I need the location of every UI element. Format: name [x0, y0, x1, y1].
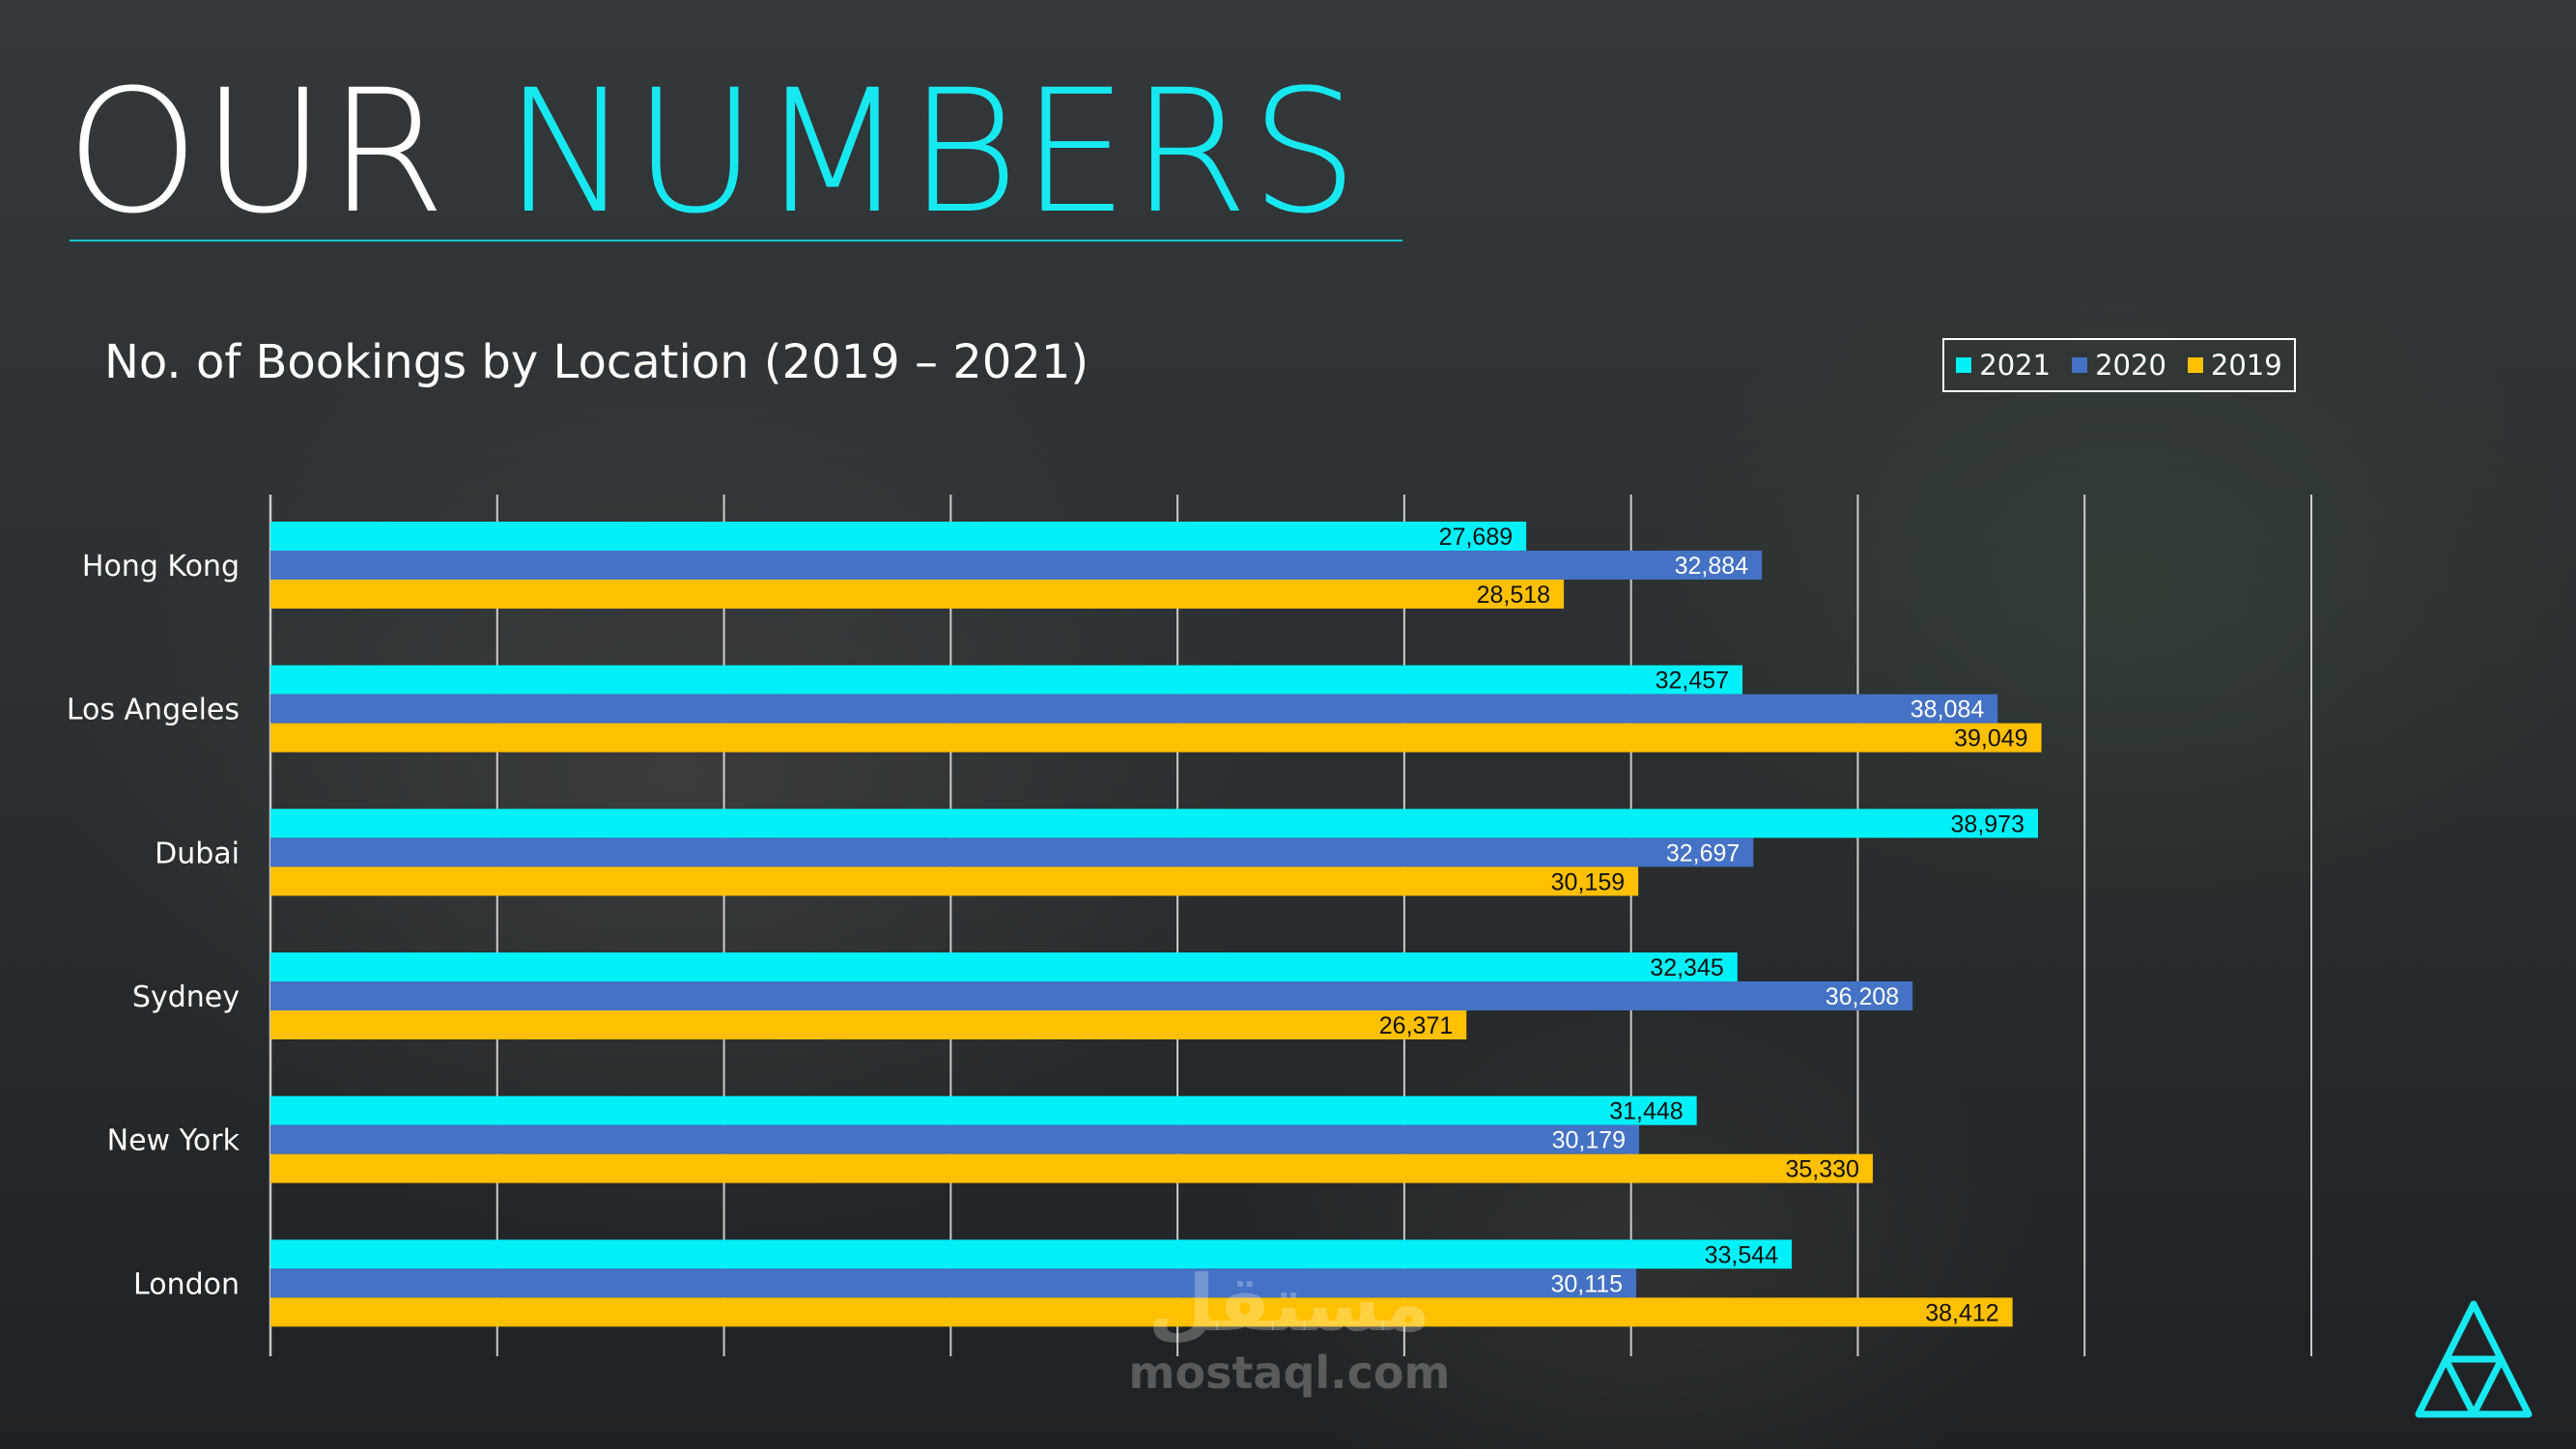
watermark: مستقل mostaql.com	[1125, 1259, 1454, 1400]
legend-swatch-2020	[2072, 357, 2088, 373]
data-label-london-2021: 33,544	[1705, 1241, 1779, 1268]
data-label-new-york-2019: 35,330	[1785, 1156, 1858, 1183]
bar-los-angeles-2020	[270, 694, 1998, 724]
legend-label-2020: 2020	[2095, 349, 2166, 382]
bar-sydney-2021	[270, 952, 1738, 981]
bar-sydney-2019	[270, 1010, 1467, 1039]
legend-swatch-2021	[1956, 357, 1972, 373]
category-label-dubai: Dubai	[155, 837, 240, 870]
legend-item-2019: 2019	[2187, 349, 2282, 382]
data-label-new-york-2020: 30,179	[1552, 1127, 1626, 1154]
legend-label-2019: 2019	[2210, 349, 2282, 382]
data-label-london-2020: 30,115	[1550, 1270, 1623, 1297]
data-label-london-2019: 38,412	[1925, 1299, 1998, 1326]
triangle-logo-icon	[2415, 1300, 2533, 1418]
data-label-los-angeles-2019: 39,049	[1954, 725, 2027, 753]
bar-los-angeles-2021	[270, 665, 1743, 695]
bar-london-2020	[270, 1268, 1637, 1298]
category-label-los-angeles: Los Angeles	[67, 694, 240, 727]
data-label-los-angeles-2021: 32,457	[1656, 668, 1729, 695]
data-label-sydney-2020: 36,208	[1826, 983, 1899, 1010]
bar-hong-kong-2021	[270, 522, 1527, 551]
bar-dubai-2021	[270, 809, 2038, 838]
page-title: OUR NUMBERS	[66, 68, 1360, 238]
legend-item-2021: 2021	[1956, 349, 2051, 382]
category-label-hong-kong: Hong Kong	[82, 550, 240, 583]
title-part-our: OUR	[66, 53, 448, 251]
bar-hong-kong-2020	[270, 551, 1763, 580]
bar-london-2021	[270, 1239, 1793, 1269]
bar-london-2019	[270, 1297, 2013, 1327]
data-label-sydney-2019: 26,371	[1379, 1012, 1453, 1039]
bar-sydney-2020	[270, 981, 1913, 1010]
chart-legend: 2021 2020 2019	[1942, 338, 2296, 392]
bar-new-york-2021	[270, 1095, 1697, 1125]
data-label-sydney-2021: 32,345	[1650, 954, 1723, 981]
data-label-hong-kong-2021: 27,689	[1439, 524, 1513, 551]
title-part-numbers: NUMBERS	[503, 53, 1361, 251]
bar-new-york-2019	[270, 1153, 1873, 1183]
bar-hong-kong-2019	[270, 580, 1565, 609]
legend-item-2020: 2020	[2072, 349, 2166, 382]
legend-label-2021: 2021	[1979, 349, 2052, 382]
bar-dubai-2020	[270, 838, 1754, 867]
data-label-los-angeles-2020: 38,084	[1911, 696, 1985, 724]
data-label-dubai-2021: 38,973	[1951, 810, 2024, 838]
data-label-dubai-2020: 32,697	[1666, 839, 1740, 867]
chart-title: No. of Bookings by Location (2019 – 2021…	[104, 335, 1090, 389]
title-underline	[70, 240, 1402, 242]
bar-new-york-2020	[270, 1124, 1640, 1154]
data-label-hong-kong-2020: 32,884	[1675, 553, 1749, 580]
category-label-sydney: Sydney	[132, 980, 240, 1014]
watermark-logo: مستقل	[1147, 1259, 1431, 1349]
category-label-london: London	[133, 1267, 240, 1301]
data-label-hong-kong-2019: 28,518	[1477, 582, 1550, 609]
watermark-text: mostaql.com	[1128, 1347, 1451, 1399]
category-label-new-york: New York	[107, 1124, 241, 1158]
data-label-dubai-2019: 30,159	[1551, 868, 1625, 895]
bar-los-angeles-2019	[270, 723, 2042, 753]
data-label-new-york-2021: 31,448	[1609, 1098, 1683, 1125]
legend-swatch-2019	[2187, 357, 2203, 373]
bar-dubai-2019	[270, 867, 1639, 896]
